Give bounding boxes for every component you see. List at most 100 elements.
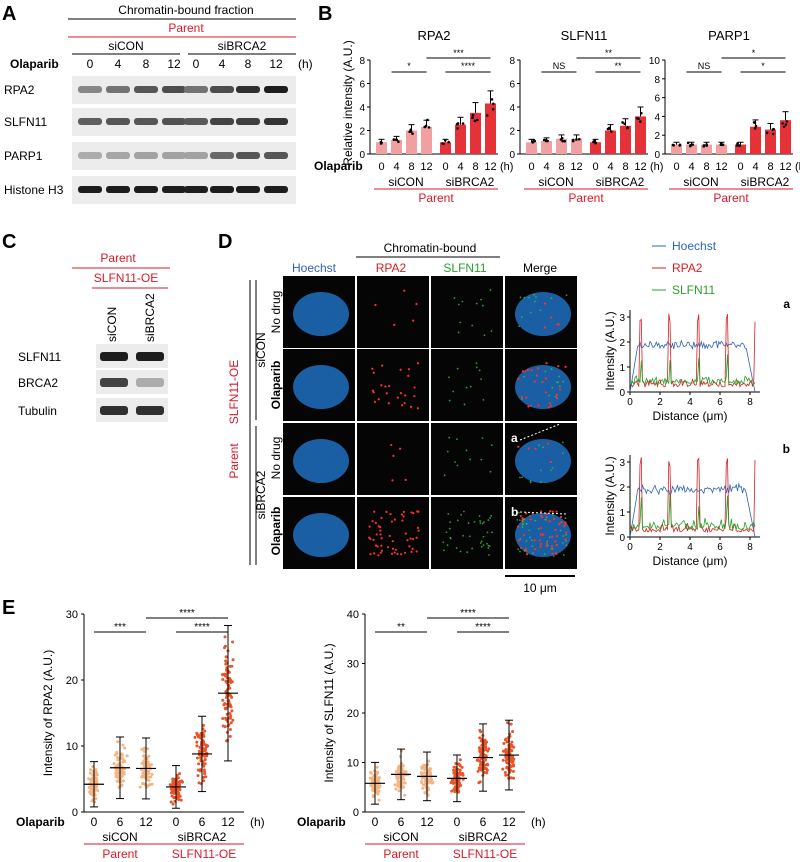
slfn11-focus — [535, 295, 537, 298]
y-tick-label: 0 — [619, 388, 625, 399]
data-point — [639, 120, 642, 123]
data-point — [403, 793, 407, 797]
data-point — [198, 769, 202, 773]
y-tick-label: 4 — [359, 103, 365, 114]
data-point — [120, 753, 124, 757]
data-point — [231, 640, 235, 644]
rpa2-focus — [404, 394, 407, 397]
bar — [391, 139, 402, 154]
data-point — [203, 729, 207, 733]
micrograph — [283, 423, 355, 495]
rpa2-focus — [372, 538, 375, 542]
rpa2-focus — [548, 402, 551, 405]
rpa2-focus — [554, 552, 557, 555]
data-point — [512, 745, 516, 749]
panel-c-row-label-1: BRCA2 — [18, 376, 58, 390]
sig-right: **** — [194, 622, 210, 633]
data-point — [782, 125, 786, 129]
micrograph — [431, 423, 503, 495]
slfn11-focus — [544, 370, 547, 373]
rpa2-focus — [521, 370, 524, 373]
micrograph — [357, 423, 429, 495]
data-point — [204, 745, 208, 749]
data-point — [771, 132, 775, 136]
slfn11-focus — [545, 516, 548, 519]
rpa2-focus — [560, 521, 563, 524]
panel-a-band — [162, 186, 186, 193]
rpa2-focus — [399, 368, 402, 371]
slfn11-focus — [442, 541, 445, 544]
rpa2-focus — [413, 395, 416, 398]
data-point — [504, 773, 508, 777]
panel-b-unit: (h) — [650, 161, 663, 173]
data-point — [478, 763, 482, 767]
x-tick-label: 0 — [454, 815, 461, 829]
slfn11-focus — [480, 540, 483, 543]
x-tick-label: 4 — [687, 542, 693, 553]
rpa2-focus — [550, 535, 554, 538]
data-point — [201, 723, 205, 727]
data-point — [96, 789, 100, 793]
rpa2-focus — [555, 535, 559, 538]
panel-a-band — [162, 152, 186, 159]
slfn11-focus — [480, 458, 483, 461]
panel-c-band — [136, 378, 164, 387]
slfn11-focus — [487, 519, 490, 521]
rpa2-focus — [541, 380, 544, 384]
y-tick-label: 3 — [619, 458, 625, 469]
slfn11-focus — [465, 386, 468, 389]
panel-e: E 0 10 20 30 Intensity of RPA2 (A.U.) 0 6 12 0 6 1… — [2, 597, 546, 861]
data-point — [427, 126, 431, 129]
slfn11-focus — [475, 302, 478, 305]
data-point — [610, 130, 613, 133]
slfn11-focus — [523, 549, 526, 552]
data-point — [393, 783, 397, 787]
rpa2-focus — [372, 371, 375, 374]
data-point — [428, 772, 432, 776]
data-point — [394, 770, 398, 774]
micrograph — [505, 497, 577, 569]
data-point — [369, 771, 373, 775]
slfn11-focus — [521, 526, 524, 528]
slfn11-focus — [482, 398, 485, 401]
slfn11-focus — [468, 535, 471, 538]
x-tick-label: 0 — [627, 542, 633, 553]
slfn11-focus — [471, 324, 474, 327]
rpa2-focus — [416, 407, 419, 410]
rpa2-focus — [391, 479, 394, 482]
slfn11-focus — [523, 296, 526, 299]
panel-b-group1: siCON — [538, 175, 573, 189]
rpa2-focus — [404, 478, 407, 481]
data-point — [402, 781, 406, 785]
data-point — [376, 792, 380, 796]
slfn11-focus — [516, 519, 519, 521]
x-tick-label: 6 — [398, 815, 405, 829]
data-point — [441, 142, 444, 145]
slfn11-focus — [478, 369, 481, 372]
panel-d-scalebar: 10 μm — [523, 581, 557, 595]
sig-top: ** — [605, 48, 613, 58]
data-point — [452, 771, 456, 775]
y-tick-label: 2 — [619, 483, 625, 494]
panel-b-unit: (h) — [795, 161, 800, 173]
panel-c-blots: SLFN11 BRCA2 Tubulin — [18, 344, 168, 422]
panel-d-group-sibrca2: siBRCA2 — [254, 470, 268, 519]
data-point — [420, 776, 424, 780]
x-tick-label: 2 — [657, 542, 663, 553]
data-point — [196, 774, 200, 778]
slfn11-focus — [558, 375, 560, 378]
data-point — [505, 765, 509, 769]
data-point — [450, 789, 454, 793]
slfn11-focus — [456, 464, 459, 467]
data-point — [172, 791, 176, 795]
slfn11-focus — [480, 378, 483, 381]
rpa2-focus — [385, 510, 388, 513]
panel-d-side-line: SLFN11-OE — [227, 360, 241, 424]
slfn11-focus — [546, 540, 549, 543]
data-point — [168, 783, 172, 787]
panel-a-letter: A — [2, 3, 16, 25]
rpa2-focus — [393, 323, 396, 326]
x-tick-label: 6 — [717, 542, 723, 553]
panel-c-letter: C — [2, 231, 16, 253]
